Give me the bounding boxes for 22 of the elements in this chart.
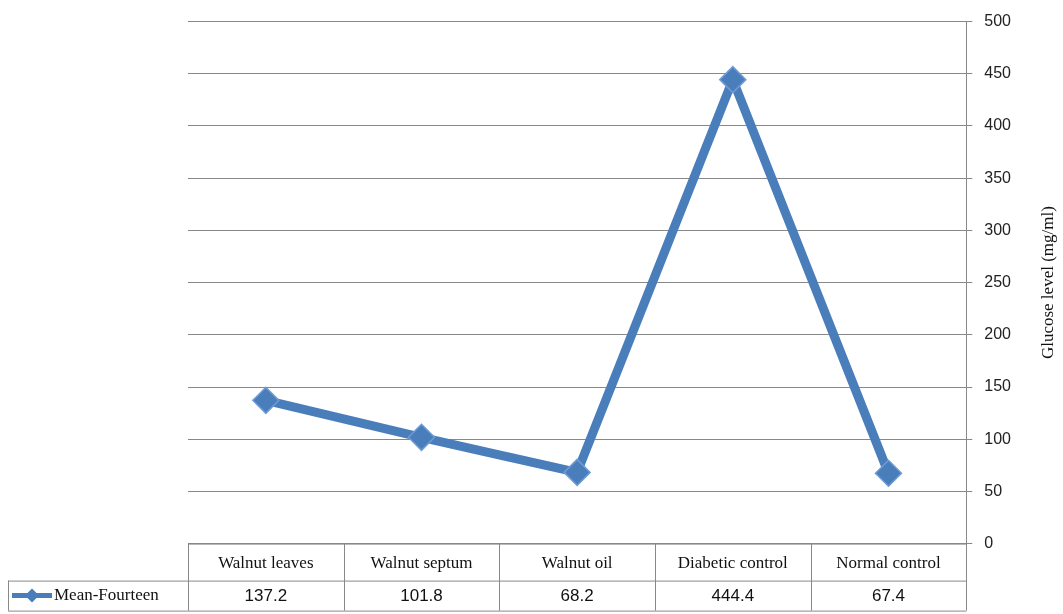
x-tick-label: Diabetic control xyxy=(677,553,789,573)
y-axis-title: Glucose level (mg/ml) xyxy=(1038,206,1058,360)
x-tick-label: Walnut oil xyxy=(541,553,613,573)
point xyxy=(719,65,747,94)
y-tick-label: 50 xyxy=(984,481,1003,499)
y-tick-label: 400 xyxy=(984,116,1012,134)
x-tick-label: Normal control xyxy=(836,553,941,573)
y-tick-label: 300 xyxy=(984,220,1012,238)
x-tick-label: Walnut septum xyxy=(370,553,473,573)
x-tick-label: Walnut leaves xyxy=(218,553,314,573)
y-tick-label: 200 xyxy=(984,325,1012,343)
y-tick-label: 500 xyxy=(984,12,1012,30)
y-tick-label: 250 xyxy=(984,273,1012,291)
point xyxy=(407,423,436,452)
point xyxy=(874,459,903,487)
y-tick-label: 450 xyxy=(984,64,1012,82)
point xyxy=(252,386,280,415)
y-tick-label: 0 xyxy=(984,534,994,552)
y-tick-label: 150 xyxy=(984,377,1012,395)
y-tick-label: 350 xyxy=(984,168,1012,186)
point xyxy=(563,458,591,487)
y-tick-label: 100 xyxy=(984,429,1012,447)
